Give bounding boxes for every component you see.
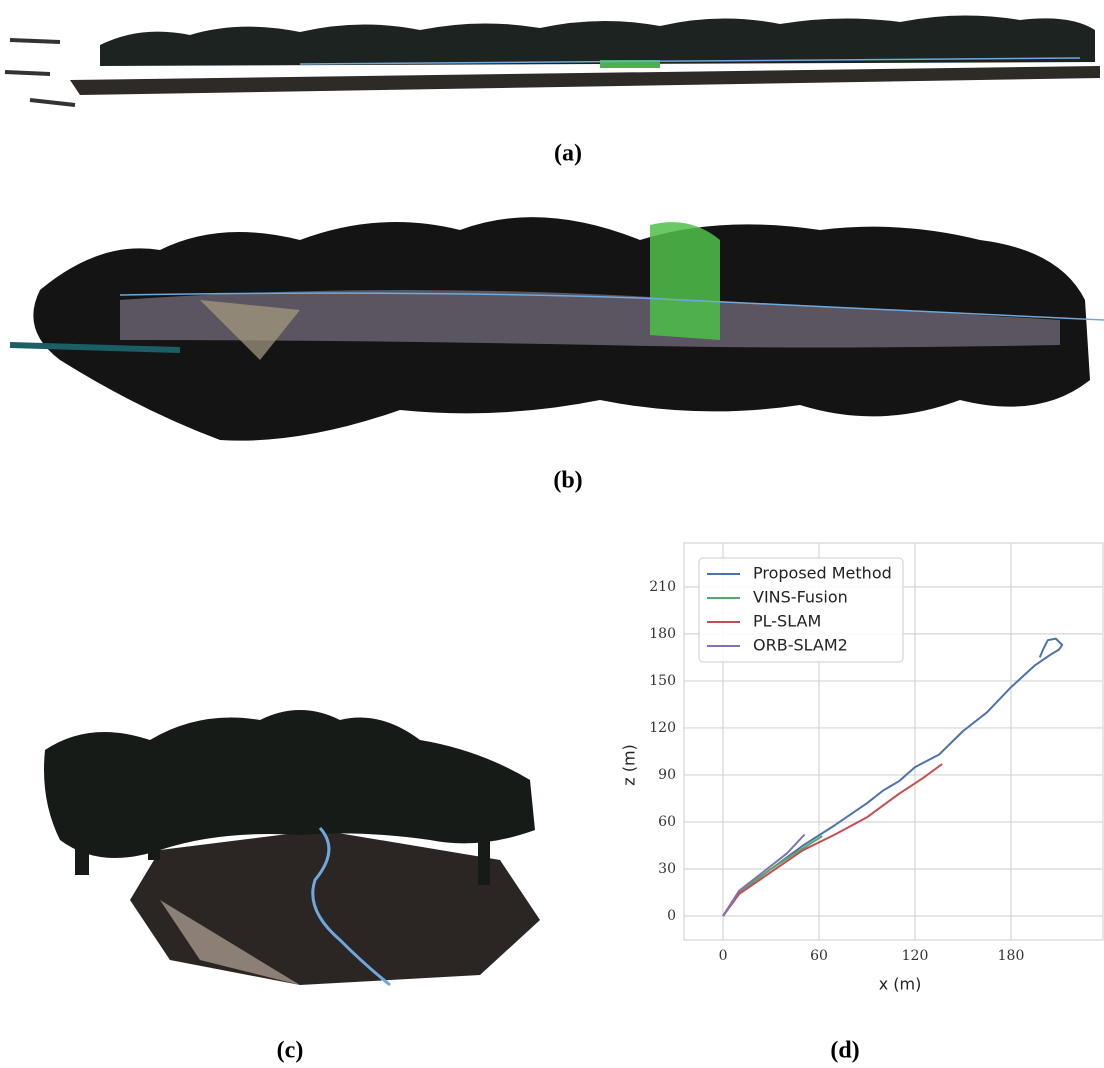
y-axis-label: z (m) (620, 744, 639, 786)
y-tick-label: 90 (658, 767, 676, 783)
x-axis-label: x (m) (879, 975, 922, 994)
y-tick-label: 60 (658, 814, 676, 830)
x-tick-label: 60 (810, 948, 828, 964)
legend-label: VINS-Fusion (753, 588, 848, 607)
y-tick-label: 0 (667, 908, 676, 924)
legend: Proposed Method VINS-Fusion PL-SLAM ORB-SLA… (699, 558, 903, 662)
legend-label: PL-SLAM (753, 612, 821, 631)
legend-label: Proposed Method (753, 564, 892, 583)
figure: (a) (b) (c) Proposed Method VINS-Fusion PL… (0, 0, 1104, 1068)
figure-canvas: (a) (b) (c) Proposed Method VINS-Fusion PL… (0, 0, 1104, 1068)
caption: (d) (830, 1038, 859, 1064)
y-tick-label: 30 (658, 861, 676, 877)
y-tick-label: 120 (649, 720, 676, 736)
x-tick-label: 0 (719, 948, 728, 964)
x-tick-label: 120 (902, 948, 929, 964)
point-cloud-a (5, 15, 1100, 105)
y-tick-label: 180 (649, 626, 676, 642)
y-tick-label: 150 (649, 673, 676, 689)
y-tick-label: 210 (649, 579, 676, 595)
caption: (c) (277, 1038, 304, 1064)
caption: (a) (554, 141, 582, 167)
point-cloud-c (44, 710, 540, 985)
legend-label: ORB-SLAM2 (753, 636, 848, 655)
caption: (b) (553, 468, 582, 494)
x-tick-label: 180 (998, 948, 1025, 964)
point-cloud-b (10, 217, 1104, 440)
